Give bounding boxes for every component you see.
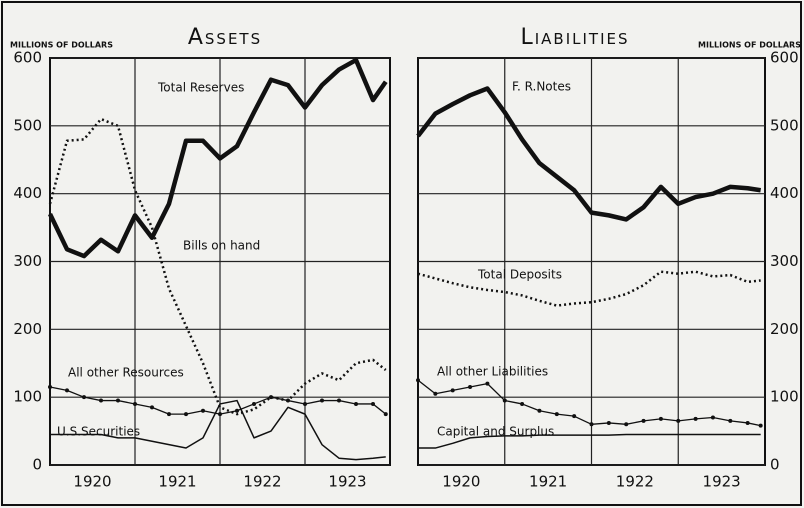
- y-tick-label: 400: [770, 184, 799, 202]
- series-label: Total Deposits: [477, 268, 562, 282]
- data-point: [383, 412, 388, 417]
- data-point: [589, 422, 594, 427]
- data-point: [269, 395, 273, 400]
- y-tick-label: 600: [13, 49, 42, 67]
- y-tick-label: 400: [13, 184, 42, 202]
- data-point: [337, 398, 341, 403]
- series-label: All other Resources: [68, 366, 184, 380]
- y-tick-label: 100: [13, 388, 42, 406]
- data-point: [48, 384, 52, 389]
- series-line: [418, 433, 761, 449]
- series-label: U.S.Securities: [57, 425, 140, 439]
- x-tick-label: 1920: [73, 473, 111, 491]
- series-line: [416, 86, 762, 222]
- data-point: [116, 398, 120, 403]
- y-tick-label: 200: [13, 320, 42, 338]
- chart-title: Assets: [188, 25, 262, 50]
- series-line: [47, 57, 388, 259]
- data-point: [728, 418, 733, 423]
- data-point: [520, 401, 525, 406]
- y-tick-label: 500: [13, 116, 42, 134]
- data-point: [758, 423, 763, 428]
- series-line: [417, 270, 761, 307]
- data-point: [235, 408, 239, 413]
- y-tick-label: 0: [770, 456, 780, 474]
- data-point: [99, 398, 103, 403]
- data-point: [201, 408, 205, 413]
- data-point: [184, 412, 188, 417]
- series-label: Capital and Surplus: [437, 425, 554, 439]
- y-axis-label: MILLIONS OF DOLLARS: [698, 41, 801, 50]
- x-tick-label: 1923: [703, 473, 741, 491]
- data-point: [676, 418, 681, 423]
- data-point: [485, 381, 490, 386]
- data-point: [354, 401, 358, 406]
- data-point: [641, 418, 646, 423]
- data-point: [710, 415, 715, 420]
- data-point: [133, 401, 137, 406]
- y-tick-label: 0: [32, 456, 42, 474]
- chart-title: Liabilities: [520, 25, 629, 50]
- data-point: [572, 414, 577, 419]
- data-point: [658, 416, 663, 421]
- series-label: Bills on hand: [183, 239, 260, 253]
- data-point: [371, 401, 375, 406]
- data-point: [218, 412, 222, 417]
- series-line: [50, 399, 386, 461]
- data-point: [502, 398, 507, 403]
- data-point: [537, 408, 542, 413]
- data-point: [416, 378, 420, 383]
- y-tick-label: 600: [770, 49, 799, 67]
- data-point: [82, 395, 86, 400]
- data-point: [303, 401, 307, 406]
- data-point: [554, 412, 559, 417]
- x-tick-label: 1921: [158, 473, 196, 491]
- data-point: [150, 405, 154, 410]
- y-axis-label: MILLIONS OF DOLLARS: [10, 41, 113, 50]
- y-tick-label: 300: [770, 252, 799, 270]
- x-tick-label: 1921: [529, 473, 567, 491]
- data-point: [286, 398, 290, 403]
- data-point: [65, 388, 69, 393]
- data-point: [450, 388, 455, 393]
- data-point: [433, 391, 438, 396]
- x-tick-label: 1920: [442, 473, 480, 491]
- data-point: [624, 422, 629, 427]
- y-tick-label: 500: [770, 116, 799, 134]
- data-point: [167, 412, 171, 417]
- data-point: [468, 384, 473, 389]
- data-point: [745, 420, 750, 425]
- x-tick-label: 1922: [243, 473, 281, 491]
- data-point: [252, 401, 256, 406]
- y-tick-label: 100: [770, 388, 799, 406]
- x-tick-label: 1922: [616, 473, 654, 491]
- data-point: [320, 398, 324, 403]
- x-tick-label: 1923: [328, 473, 366, 491]
- y-tick-label: 200: [770, 320, 799, 338]
- data-point: [693, 416, 698, 421]
- series-label: Total Reserves: [157, 81, 244, 95]
- y-tick-label: 300: [13, 252, 42, 270]
- series-line: [48, 117, 387, 416]
- series-label: All other Liabilities: [437, 365, 548, 379]
- data-point: [606, 420, 611, 425]
- series-label: F. R.Notes: [512, 80, 571, 94]
